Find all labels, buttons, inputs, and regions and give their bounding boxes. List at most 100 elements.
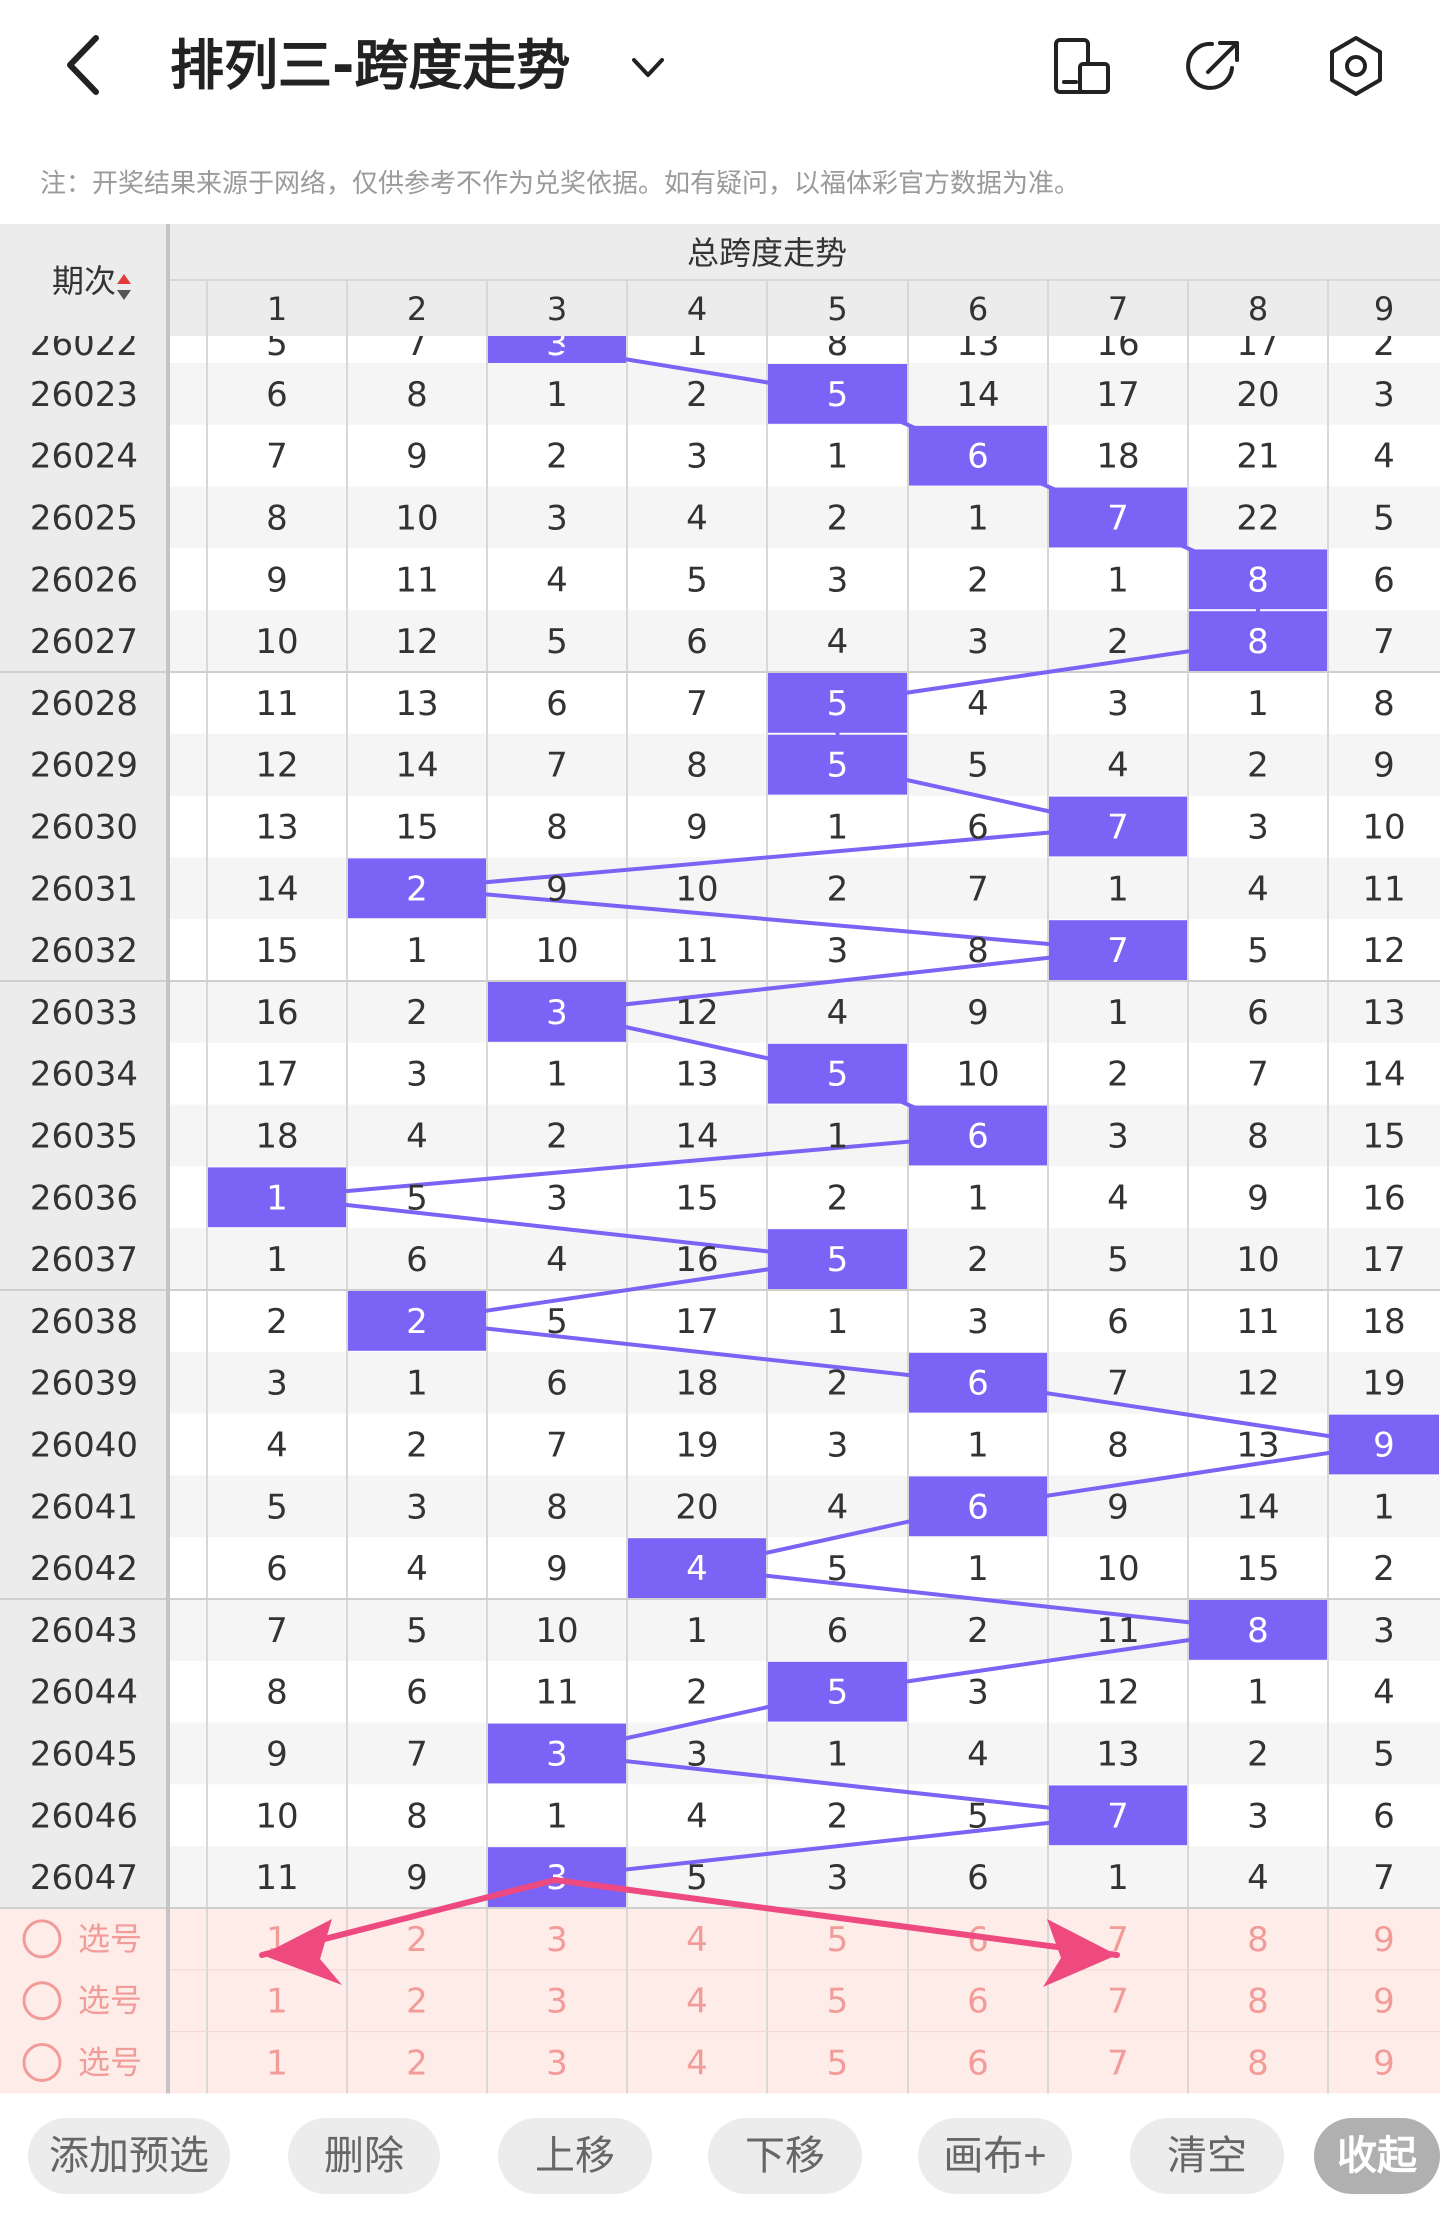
delete-button[interactable]: 删除 bbox=[288, 2118, 440, 2194]
select-number[interactable]: 6 bbox=[967, 1982, 989, 2022]
hit-cell[interactable] bbox=[1049, 1785, 1187, 1846]
hit-cell[interactable] bbox=[909, 425, 1047, 486]
select-number[interactable]: 9 bbox=[1373, 1982, 1395, 2022]
hit-value: 1 bbox=[266, 1178, 288, 1218]
cell-value: 10 bbox=[255, 622, 298, 662]
hit-cell[interactable] bbox=[348, 858, 486, 919]
hit-cell[interactable] bbox=[768, 734, 907, 795]
select-number[interactable]: 3 bbox=[546, 1982, 568, 2022]
select-number[interactable]: 8 bbox=[1247, 1920, 1269, 1960]
select-number[interactable]: 7 bbox=[1107, 2044, 1129, 2084]
collapse-button[interactable]: 收起 bbox=[1314, 2118, 1440, 2194]
hit-value: 5 bbox=[827, 1055, 849, 1095]
hit-cell[interactable] bbox=[1049, 920, 1187, 980]
hit-cell[interactable] bbox=[909, 1476, 1047, 1537]
select-number[interactable]: 9 bbox=[1373, 1920, 1395, 1960]
cell-value: 14 bbox=[675, 1117, 718, 1157]
cell-value: 12 bbox=[675, 993, 718, 1033]
cell-value: 9 bbox=[686, 808, 708, 848]
hit-cell[interactable] bbox=[1049, 796, 1187, 857]
hit-cell[interactable] bbox=[488, 982, 626, 1042]
cell-value: 2 bbox=[827, 1364, 849, 1404]
select-number[interactable]: 3 bbox=[546, 2044, 568, 2084]
hit-value: 6 bbox=[967, 1487, 989, 1527]
select-number[interactable]: 8 bbox=[1247, 2044, 1269, 2084]
hit-cell[interactable] bbox=[348, 1291, 486, 1351]
select-number[interactable]: 7 bbox=[1107, 1920, 1129, 1960]
hit-cell[interactable] bbox=[768, 1229, 907, 1289]
settings-icon[interactable] bbox=[1324, 34, 1388, 98]
hit-cell[interactable] bbox=[1189, 1600, 1327, 1660]
cell-value: 9 bbox=[266, 560, 288, 600]
select-number[interactable]: 6 bbox=[967, 2044, 989, 2084]
select-number[interactable]: 7 bbox=[1107, 1982, 1129, 2022]
period-cell: 26027 bbox=[30, 622, 138, 662]
select-number[interactable]: 1 bbox=[266, 2044, 288, 2084]
arrowhead-right bbox=[1043, 1919, 1117, 1987]
select-number[interactable]: 4 bbox=[686, 1982, 708, 2022]
cell-value: 3 bbox=[546, 1178, 568, 1218]
select-number[interactable]: 4 bbox=[686, 1920, 708, 1960]
select-number[interactable]: 2 bbox=[406, 1920, 428, 1960]
hit-cell[interactable] bbox=[1049, 487, 1187, 548]
sort-up-icon[interactable] bbox=[117, 274, 131, 284]
cell-value: 2 bbox=[546, 437, 568, 477]
cell-value: 5 bbox=[1373, 1735, 1395, 1775]
select-number[interactable]: 5 bbox=[827, 1982, 849, 2022]
hit-cell[interactable] bbox=[768, 364, 907, 424]
select-number[interactable]: 1 bbox=[266, 1982, 288, 2022]
select-number[interactable]: 2 bbox=[406, 2044, 428, 2084]
phone-layout-icon[interactable] bbox=[1050, 34, 1114, 98]
hit-cell[interactable] bbox=[768, 1661, 907, 1722]
trend-grid[interactable]: 26022 5 7 3 1 8 13 16 17 2 26023 6 8 1 2 5 14 17 20 3 26024 7… bbox=[0, 224, 1440, 2094]
hit-cell[interactable] bbox=[628, 1538, 766, 1598]
hit-cell[interactable] bbox=[768, 1043, 907, 1104]
move-down-button[interactable]: 下移 bbox=[708, 2118, 862, 2194]
clear-button[interactable]: 清空 bbox=[1130, 2118, 1284, 2194]
cell-value: 2 bbox=[546, 1117, 568, 1157]
select-number[interactable]: 2 bbox=[406, 1982, 428, 2022]
select-label[interactable]: 选号 bbox=[78, 2044, 142, 2082]
select-radio[interactable] bbox=[22, 2043, 62, 2082]
select-number[interactable]: 4 bbox=[686, 2044, 708, 2084]
hit-cell[interactable] bbox=[1329, 1414, 1439, 1475]
select-label[interactable]: 选号 bbox=[78, 1920, 142, 1958]
hit-cell[interactable] bbox=[208, 1167, 346, 1228]
share-icon[interactable] bbox=[1182, 34, 1246, 98]
chevron-down-icon[interactable] bbox=[628, 48, 668, 88]
hit-cell[interactable] bbox=[1189, 611, 1327, 671]
sort-down-icon[interactable] bbox=[117, 290, 131, 300]
select-number[interactable]: 3 bbox=[546, 1920, 568, 1960]
period-cell: 26039 bbox=[30, 1364, 138, 1404]
cell-value: 3 bbox=[546, 499, 568, 539]
cell-value: 5 bbox=[546, 622, 568, 662]
cell-value: 3 bbox=[266, 1364, 288, 1404]
select-number[interactable]: 9 bbox=[1373, 2044, 1395, 2084]
select-number[interactable]: 5 bbox=[827, 1920, 849, 1960]
cell-value: 3 bbox=[827, 1858, 849, 1898]
cell-value: 19 bbox=[1362, 1364, 1405, 1404]
cell-value: 10 bbox=[255, 1796, 298, 1836]
hit-cell[interactable] bbox=[1189, 549, 1327, 610]
hit-cell[interactable] bbox=[909, 1352, 1047, 1413]
hit-cell[interactable] bbox=[768, 673, 907, 733]
select-radio[interactable] bbox=[22, 1919, 62, 1959]
hit-cell[interactable] bbox=[488, 1723, 626, 1784]
period-cell: 26024 bbox=[30, 437, 138, 477]
hit-value: 5 bbox=[827, 684, 849, 724]
cell-value: 4 bbox=[1107, 1178, 1129, 1218]
select-label[interactable]: 选号 bbox=[78, 1982, 142, 2020]
hit-cell[interactable] bbox=[909, 1105, 1047, 1166]
select-number[interactable]: 8 bbox=[1247, 1982, 1269, 2022]
back-arrow-icon[interactable] bbox=[58, 30, 108, 100]
cell-value: 2 bbox=[1247, 746, 1269, 786]
move-up-button[interactable]: 上移 bbox=[498, 2118, 652, 2194]
select-number[interactable]: 5 bbox=[827, 2044, 849, 2084]
cell-value: 6 bbox=[266, 1549, 288, 1589]
select-radio[interactable] bbox=[22, 1981, 62, 2021]
hit-cell[interactable] bbox=[488, 1847, 626, 1907]
canvas-plus-button[interactable]: 画布+ bbox=[918, 2118, 1072, 2194]
add-preselect-button[interactable]: 添加预选 bbox=[28, 2118, 230, 2194]
hit-value: 8 bbox=[1247, 560, 1269, 600]
select-number[interactable]: 6 bbox=[967, 1920, 989, 1960]
